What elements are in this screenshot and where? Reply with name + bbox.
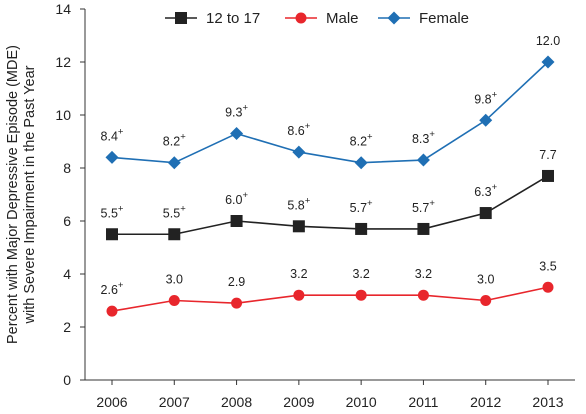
legend: 12 to 17 Male Female: [165, 10, 469, 27]
data-point-diamond: [354, 156, 368, 170]
data-point-circle: [293, 289, 305, 301]
data-label: 2.6+: [101, 280, 124, 297]
data-point-circle: [106, 305, 118, 317]
data-point-square: [168, 228, 181, 241]
x-tick-label: 2013: [532, 394, 563, 410]
data-point-diamond: [167, 156, 181, 170]
series-12-to-17: [106, 169, 554, 241]
data-label: 2.9: [228, 275, 245, 289]
data-label: 9.8+: [474, 89, 497, 106]
data-label: 6.0+: [225, 190, 248, 207]
data-point-square: [542, 169, 554, 182]
data-point-circle: [168, 295, 180, 306]
x-tick-label: 2008: [221, 394, 252, 410]
data-point-circle: [417, 289, 429, 301]
data-point-circle: [231, 297, 243, 309]
legend-label: Male: [326, 10, 359, 27]
data-label: 3.5: [539, 259, 556, 273]
data-point-diamond: [416, 153, 430, 167]
data-label: 8.4+: [101, 126, 124, 143]
data-point-circle: [355, 289, 367, 301]
y-tick-label: 0: [63, 372, 71, 388]
y-tick-label: 12: [55, 54, 71, 70]
y-axis-title: Percent with Major Depressive Episode (M…: [5, 45, 38, 344]
data-point-circle: [295, 12, 307, 24]
data-point-circle: [542, 281, 554, 293]
data-point-diamond: [541, 55, 555, 69]
y-tick-label: 4: [63, 266, 71, 282]
data-label: 8.2+: [163, 132, 186, 149]
y-tick-label: 2: [63, 319, 71, 335]
legend-item: Female: [378, 10, 469, 27]
data-point-square: [417, 222, 430, 235]
data-label: 9.3+: [225, 103, 248, 120]
data-label: 3.0: [166, 273, 183, 287]
data-label: 5.7+: [412, 198, 435, 215]
data-point-square: [479, 207, 492, 220]
y-tick-label: 8: [63, 160, 71, 176]
data-label: 3.0: [477, 273, 494, 287]
data-label: 5.5+: [101, 203, 124, 220]
data-point-diamond: [387, 11, 401, 25]
x-tick-label: 2011: [408, 394, 438, 410]
data-label: 6.3+: [474, 182, 497, 199]
data-label: 5.5+: [163, 203, 186, 220]
legend-label: Female: [419, 10, 469, 27]
data-label: 5.8+: [287, 195, 310, 212]
data-point-diamond: [479, 113, 493, 127]
data-label: 7.7: [539, 148, 556, 162]
data-point-diamond: [105, 150, 119, 164]
data-label: 8.2+: [350, 132, 373, 149]
x-tick-label: 2006: [96, 394, 127, 410]
y-axis-title-line: Percent with Major Depressive Episode (M…: [5, 45, 21, 344]
legend-item: Male: [285, 10, 359, 27]
x-tick-label: 2009: [283, 394, 314, 410]
data-label: 3.2: [415, 267, 432, 281]
series-female: [105, 55, 555, 170]
y-tick-label: 6: [63, 213, 71, 229]
data-point-diamond: [230, 127, 244, 141]
y-tick-label: 14: [55, 1, 71, 17]
legend-label: 12 to 17: [206, 10, 260, 27]
x-tick-label: 2007: [159, 394, 190, 410]
data-point-square: [292, 220, 305, 233]
x-tick-label: 2012: [470, 394, 501, 410]
y-axis-title-line: with Severe Impairment in the Past Year: [22, 65, 38, 324]
series-line: [111, 286, 549, 312]
series-layer: [105, 55, 555, 317]
data-label: 3.2: [290, 267, 307, 281]
data-point-square: [230, 215, 243, 227]
axes: 0 2 4 6 8 10 12 14 2006 2007 2008 2009 2010 2011 2012 2…: [55, 1, 575, 410]
data-point-square: [175, 12, 187, 24]
data-point-circle: [480, 295, 492, 306]
series-line: [112, 175, 549, 236]
data-label: 8.6+: [287, 121, 310, 138]
x-tick-label: 2010: [346, 394, 377, 410]
data-point-square: [106, 228, 118, 241]
series-line: [111, 61, 549, 164]
legend-item: 12 to 17: [165, 10, 260, 27]
data-point-square: [355, 222, 368, 235]
y-tick-label: 10: [55, 107, 71, 123]
data-label: 5.7+: [350, 198, 373, 215]
data-labels: 5.5+ 5.5+ 6.0+ 5.8+ 5.7+ 5.7+ 6.3+ 7.7 2.6+ 3.0 2.…: [101, 34, 561, 297]
series-male: [106, 281, 554, 317]
data-label: 8.3+: [412, 129, 435, 146]
data-label: 12.0: [536, 34, 560, 48]
data-point-diamond: [292, 145, 306, 159]
data-label: 3.2: [352, 267, 369, 281]
